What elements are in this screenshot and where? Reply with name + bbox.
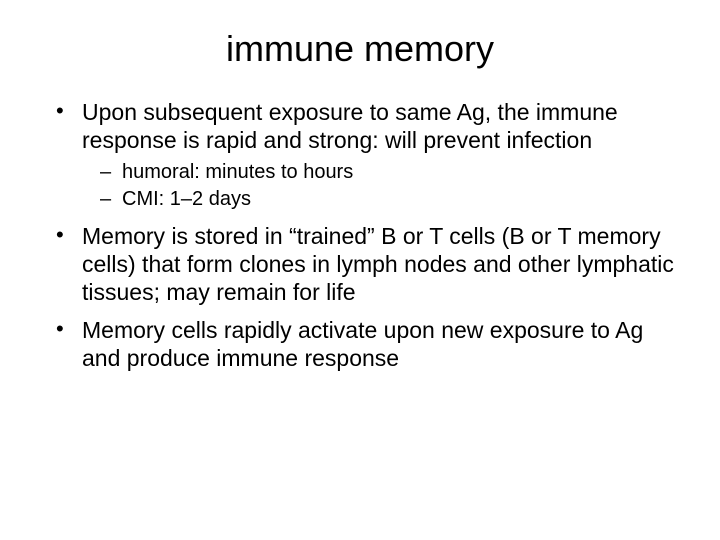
bullet-item: Memory cells rapidly activate upon new e…	[56, 316, 680, 372]
sub-bullet-item: humoral: minutes to hours	[100, 160, 680, 185]
sub-bullet-text: CMI: 1–2 days	[122, 188, 251, 210]
bullet-item: Memory is stored in “trained” B or T cel…	[56, 222, 680, 306]
sub-bullet-text: humoral: minutes to hours	[122, 161, 353, 183]
slide: immune memory Upon subsequent exposure t…	[0, 0, 720, 540]
bullet-list: Upon subsequent exposure to same Ag, the…	[56, 98, 680, 372]
sub-bullet-item: CMI: 1–2 days	[100, 187, 680, 212]
bullet-text: Upon subsequent exposure to same Ag, the…	[82, 99, 618, 153]
sub-bullet-list: humoral: minutes to hours CMI: 1–2 days	[100, 160, 680, 212]
bullet-text: Memory cells rapidly activate upon new e…	[82, 317, 643, 371]
slide-title: immune memory	[40, 28, 680, 70]
bullet-item: Upon subsequent exposure to same Ag, the…	[56, 98, 680, 212]
bullet-text: Memory is stored in “trained” B or T cel…	[82, 223, 674, 305]
